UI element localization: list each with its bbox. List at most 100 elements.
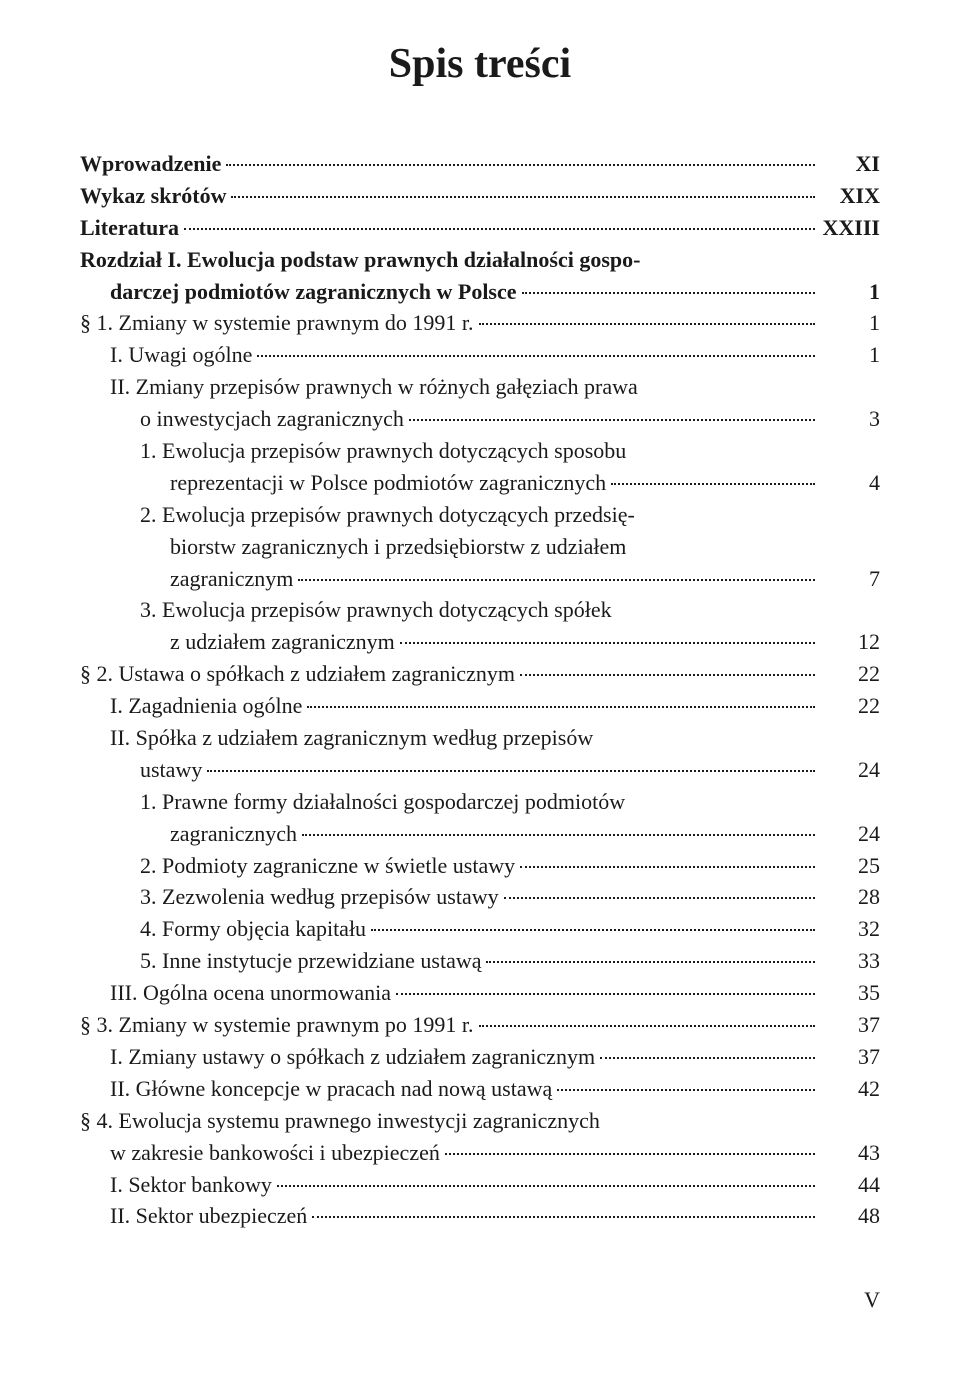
toc-page-number: 35	[820, 977, 880, 1009]
toc-entry: III. Ogólna ocena unormowania 35	[80, 977, 880, 1009]
toc-text: I. Zmiany ustawy o spółkach z udziałem z…	[110, 1041, 595, 1073]
toc-entry: II. Sektor ubezpieczeń 48	[80, 1200, 880, 1232]
leader-dots	[396, 993, 815, 995]
toc-text: I. Uwagi ogólne	[110, 339, 252, 371]
toc-text: 2. Ewolucja przepisów prawnych dotyczący…	[140, 499, 635, 531]
toc-page-number: 24	[820, 818, 880, 850]
toc-entry: I. Uwagi ogólne1	[80, 339, 880, 371]
toc-entry: II. Zmiany przepisów prawnych w różnych …	[80, 371, 880, 403]
toc-text: ustawy	[140, 754, 202, 786]
toc-page-number: XI	[820, 148, 880, 180]
toc-entry: 3. Ewolucja przepisów prawnych dotyczący…	[80, 594, 880, 626]
toc-text: III. Ogólna ocena unormowania	[110, 977, 391, 1009]
toc-text: darczej podmiotów zagranicznych w Polsce	[110, 276, 517, 308]
leader-dots	[522, 292, 815, 294]
toc-page-number: 22	[820, 658, 880, 690]
toc-entry: Wprowadzenie XI	[80, 148, 880, 180]
toc-text: zagranicznych	[170, 818, 297, 850]
toc-page-number: 4	[820, 467, 880, 499]
toc-text: 1. Ewolucja przepisów prawnych dotyczący…	[140, 435, 626, 467]
toc-page-number: 7	[820, 563, 880, 595]
toc-page-number: 48	[820, 1200, 880, 1232]
toc-text: Wprowadzenie	[80, 148, 221, 180]
toc-text: I. Zagadnienia ogólne	[110, 690, 302, 722]
toc-entry: Rozdział I. Ewolucja podstaw prawnych dz…	[80, 244, 880, 276]
toc-entry: II. Spółka z udziałem zagranicznym wedłu…	[80, 722, 880, 754]
leader-dots	[600, 1057, 815, 1059]
leader-dots	[400, 642, 815, 644]
leader-dots	[486, 961, 815, 963]
toc-page-number: 1	[820, 307, 880, 339]
toc-text: 2. Podmioty zagraniczne w świetle ustawy	[140, 850, 515, 882]
toc-page-number: 12	[820, 626, 880, 658]
toc-page-number: 42	[820, 1073, 880, 1105]
toc-text: § 3. Zmiany w systemie prawnym po 1991 r…	[80, 1009, 474, 1041]
leader-dots	[207, 770, 815, 772]
toc-text: § 2. Ustawa o spółkach z udziałem zagran…	[80, 658, 515, 690]
toc-page-number: 22	[820, 690, 880, 722]
toc-text: 1. Prawne formy działalności gospodarcze…	[140, 786, 625, 818]
toc-entry: 5. Inne instytucje przewidziane ustawą 33	[80, 945, 880, 977]
toc-page-number: 24	[820, 754, 880, 786]
toc-entry: I. Sektor bankowy 44	[80, 1169, 880, 1201]
toc-text: II. Spółka z udziałem zagranicznym wedłu…	[110, 722, 593, 754]
toc-entry: 1. Ewolucja przepisów prawnych dotyczący…	[80, 435, 880, 467]
leader-dots	[184, 228, 815, 230]
toc-entry: 1. Prawne formy działalności gospodarcze…	[80, 786, 880, 818]
leader-dots	[520, 674, 815, 676]
toc-text: biorstw zagranicznych i przedsiębiorstw …	[170, 531, 626, 563]
toc-page-number: 43	[820, 1137, 880, 1169]
toc-entry: I. Zmiany ustawy o spółkach z udziałem z…	[80, 1041, 880, 1073]
toc-page-number: 44	[820, 1169, 880, 1201]
leader-dots	[371, 929, 815, 931]
toc-entry: LiteraturaXXIII	[80, 212, 880, 244]
toc-text: § 4. Ewolucja systemu prawnego inwestycj…	[80, 1105, 600, 1137]
leader-dots	[307, 706, 815, 708]
toc-entry: 2. Ewolucja przepisów prawnych dotyczący…	[80, 499, 880, 531]
toc-entry: Wykaz skrótówXIX	[80, 180, 880, 212]
toc-page-number: 1	[820, 276, 880, 308]
toc-page-number: 37	[820, 1009, 880, 1041]
toc-entry: § 4. Ewolucja systemu prawnego inwestycj…	[80, 1105, 880, 1137]
toc-entry: I. Zagadnienia ogólne 22	[80, 690, 880, 722]
toc-text: 3. Zezwolenia według przepisów ustawy	[140, 881, 499, 913]
toc-entry: § 1. Zmiany w systemie prawnym do 1991 r…	[80, 307, 880, 339]
toc-entry: w zakresie bankowości i ubezpieczeń 43	[80, 1137, 880, 1169]
toc-text: Literatura	[80, 212, 179, 244]
toc-entry: z udziałem zagranicznym 12	[80, 626, 880, 658]
toc-page-number: 28	[820, 881, 880, 913]
toc-page-number: 3	[820, 403, 880, 435]
toc-text: Rozdział I. Ewolucja podstaw prawnych dz…	[80, 244, 640, 276]
toc-text: 5. Inne instytucje przewidziane ustawą	[140, 945, 481, 977]
leader-dots	[312, 1216, 815, 1218]
toc-entry: 2. Podmioty zagraniczne w świetle ustawy…	[80, 850, 880, 882]
toc-entry: zagranicznych 24	[80, 818, 880, 850]
toc-text: II. Główne koncepcje w pracach nad nową …	[110, 1073, 552, 1105]
toc-text: II. Zmiany przepisów prawnych w różnych …	[110, 371, 638, 403]
leader-dots	[298, 579, 815, 581]
toc-entry: 4. Formy objęcia kapitału 32	[80, 913, 880, 945]
toc-text: w zakresie bankowości i ubezpieczeń	[110, 1137, 440, 1169]
toc-body: Wprowadzenie XIWykaz skrótówXIXLiteratura…	[80, 148, 880, 1232]
leader-dots	[504, 897, 815, 899]
toc-text: 3. Ewolucja przepisów prawnych dotyczący…	[140, 594, 612, 626]
toc-entry: ustawy 24	[80, 754, 880, 786]
toc-page-number: 32	[820, 913, 880, 945]
toc-page-number: 37	[820, 1041, 880, 1073]
toc-text: II. Sektor ubezpieczeń	[110, 1200, 307, 1232]
toc-text: 4. Formy objęcia kapitału	[140, 913, 366, 945]
leader-dots	[611, 483, 815, 485]
toc-page-number: 25	[820, 850, 880, 882]
toc-text: z udziałem zagranicznym	[170, 626, 395, 658]
toc-text: Wykaz skrótów	[80, 180, 226, 212]
toc-entry: II. Główne koncepcje w pracach nad nową …	[80, 1073, 880, 1105]
toc-page-number: 33	[820, 945, 880, 977]
toc-text: o inwestycjach zagranicznych	[140, 403, 404, 435]
toc-entry: § 3. Zmiany w systemie prawnym po 1991 r…	[80, 1009, 880, 1041]
leader-dots	[226, 164, 815, 166]
leader-dots	[479, 323, 815, 325]
toc-text: I. Sektor bankowy	[110, 1169, 272, 1201]
toc-entry: biorstw zagranicznych i przedsiębiorstw …	[80, 531, 880, 563]
leader-dots	[231, 196, 815, 198]
leader-dots	[277, 1185, 815, 1187]
